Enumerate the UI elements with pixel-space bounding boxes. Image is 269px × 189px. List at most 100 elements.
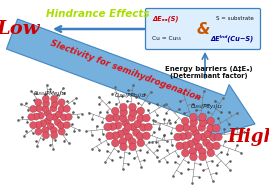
Circle shape xyxy=(194,133,202,141)
Circle shape xyxy=(51,113,58,121)
Circle shape xyxy=(112,132,119,139)
Text: (Determinant factor): (Determinant factor) xyxy=(170,73,248,79)
Circle shape xyxy=(35,128,42,135)
Circle shape xyxy=(199,153,206,161)
Circle shape xyxy=(207,125,214,132)
Circle shape xyxy=(33,113,40,120)
Circle shape xyxy=(199,133,207,141)
Circle shape xyxy=(137,107,144,115)
Circle shape xyxy=(128,114,136,121)
Circle shape xyxy=(35,121,42,129)
Circle shape xyxy=(204,130,212,138)
Circle shape xyxy=(47,123,54,130)
Circle shape xyxy=(58,122,65,129)
Circle shape xyxy=(58,128,65,135)
Circle shape xyxy=(104,123,111,131)
Text: Low: Low xyxy=(0,20,40,38)
Text: Energy barriers (Δ‡Eₐ): Energy barriers (Δ‡Eₐ) xyxy=(165,66,253,72)
Circle shape xyxy=(174,133,181,141)
Circle shape xyxy=(195,143,203,151)
Circle shape xyxy=(42,105,49,112)
Circle shape xyxy=(61,114,68,121)
Circle shape xyxy=(143,114,150,122)
Text: &: & xyxy=(196,22,210,36)
Text: ΔEᴵⁿᵈ(Cu~S): ΔEᴵⁿᵈ(Cu~S) xyxy=(211,34,254,42)
Circle shape xyxy=(189,148,197,155)
Circle shape xyxy=(28,114,35,121)
Circle shape xyxy=(44,118,51,125)
Circle shape xyxy=(176,142,183,150)
Circle shape xyxy=(111,107,119,115)
Circle shape xyxy=(213,124,220,132)
Circle shape xyxy=(112,114,120,122)
Circle shape xyxy=(50,105,57,112)
Circle shape xyxy=(122,128,129,135)
Circle shape xyxy=(199,148,206,156)
Circle shape xyxy=(190,113,197,121)
Circle shape xyxy=(109,123,116,130)
Circle shape xyxy=(190,119,197,126)
Text: High: High xyxy=(227,128,269,146)
Circle shape xyxy=(58,99,65,106)
Circle shape xyxy=(182,149,189,157)
Circle shape xyxy=(198,124,206,131)
Circle shape xyxy=(181,117,189,125)
Circle shape xyxy=(50,127,58,134)
Circle shape xyxy=(111,139,119,147)
Circle shape xyxy=(207,149,215,157)
Circle shape xyxy=(129,123,137,131)
Circle shape xyxy=(43,100,49,107)
Circle shape xyxy=(120,143,127,151)
Circle shape xyxy=(120,108,128,116)
Circle shape xyxy=(47,113,54,121)
Text: Slectivity for semihydrogenation: Slectivity for semihydrogenation xyxy=(49,38,202,102)
Circle shape xyxy=(184,132,192,139)
Circle shape xyxy=(182,142,189,149)
Text: Cu₅₅(PCy₃)₁₂: Cu₅₅(PCy₃)₁₂ xyxy=(191,104,223,109)
Circle shape xyxy=(30,122,37,129)
Circle shape xyxy=(106,114,114,122)
Circle shape xyxy=(182,124,190,132)
Text: S = substrate: S = substrate xyxy=(216,16,254,22)
Circle shape xyxy=(137,139,145,147)
Text: Hindrance Effects: Hindrance Effects xyxy=(46,9,150,19)
Circle shape xyxy=(187,140,194,148)
Circle shape xyxy=(54,119,61,126)
Circle shape xyxy=(63,105,70,112)
Circle shape xyxy=(51,95,58,102)
Circle shape xyxy=(129,103,136,111)
Circle shape xyxy=(51,132,58,139)
Circle shape xyxy=(192,129,199,136)
Circle shape xyxy=(65,113,72,120)
Circle shape xyxy=(179,133,186,140)
Circle shape xyxy=(122,119,129,126)
Circle shape xyxy=(144,123,152,131)
Circle shape xyxy=(37,112,44,119)
Text: Cu₅₅(PMe₃)₁₂: Cu₅₅(PMe₃)₁₂ xyxy=(34,91,66,96)
Circle shape xyxy=(35,105,43,112)
Circle shape xyxy=(189,124,197,132)
Circle shape xyxy=(44,109,51,116)
Circle shape xyxy=(42,127,49,134)
Circle shape xyxy=(129,138,136,146)
Text: ΔEₐₐ(S): ΔEₐₐ(S) xyxy=(152,16,178,22)
Circle shape xyxy=(203,139,210,147)
Polygon shape xyxy=(6,19,255,137)
Circle shape xyxy=(106,132,114,140)
Circle shape xyxy=(117,130,124,138)
Circle shape xyxy=(119,114,127,122)
Circle shape xyxy=(42,95,49,102)
Circle shape xyxy=(207,117,214,125)
Circle shape xyxy=(119,138,127,145)
Circle shape xyxy=(63,122,70,129)
Circle shape xyxy=(213,142,220,150)
Circle shape xyxy=(199,119,207,126)
Circle shape xyxy=(55,111,62,118)
Circle shape xyxy=(134,120,141,128)
Circle shape xyxy=(129,109,137,116)
Circle shape xyxy=(137,115,144,122)
Text: Cu = Cu₅₅: Cu = Cu₅₅ xyxy=(152,36,181,40)
Circle shape xyxy=(58,106,65,113)
Circle shape xyxy=(210,134,217,141)
Text: Cu₅₅(PPh₃)₁₂: Cu₅₅(PPh₃)₁₂ xyxy=(114,93,146,98)
